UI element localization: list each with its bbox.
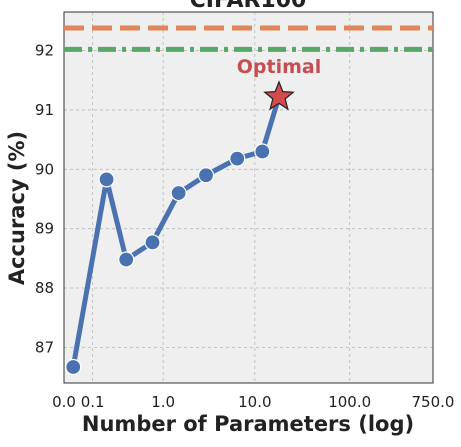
- data-point: [170, 184, 187, 202]
- chart-title: CIFAR100: [190, 0, 307, 13]
- x-tick-label: 1.0: [151, 393, 175, 411]
- data-point: [254, 143, 271, 160]
- optimal-star-marker: [263, 80, 295, 111]
- x-tick-label: 750.0: [412, 393, 455, 411]
- data-point: [197, 167, 215, 184]
- y-tick-label: 88: [35, 279, 54, 297]
- x-tick-label: 100.0: [328, 393, 371, 411]
- y-tick-label: 90: [35, 160, 54, 178]
- y-tick-label: 92: [35, 42, 54, 60]
- y-tick-label: 91: [35, 101, 54, 119]
- x-tick-label: 0.1: [81, 393, 105, 411]
- data-point: [118, 251, 135, 268]
- x-axis-label: Number of Parameters (log): [82, 412, 414, 436]
- data-point: [144, 234, 161, 251]
- data-point: [65, 358, 82, 376]
- optimal-annotation: Optimal: [237, 56, 321, 78]
- y-axis-label: Accuracy (%): [5, 131, 29, 285]
- plot-frame: [63, 11, 434, 384]
- data-point: [98, 171, 115, 188]
- y-tick-label: 89: [35, 220, 54, 238]
- plot-area: [64, 12, 433, 383]
- data-point: [229, 150, 246, 167]
- x-tick-label: 10.0: [238, 393, 271, 411]
- x-tick-label: 0.0: [52, 393, 76, 411]
- y-tick-label: 87: [35, 338, 54, 356]
